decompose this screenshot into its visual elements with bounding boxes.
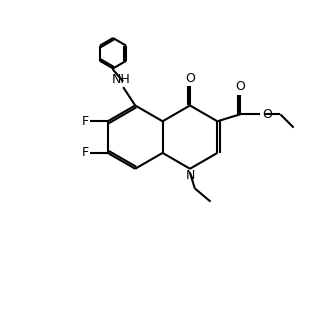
Text: O: O bbox=[185, 72, 195, 85]
Text: O: O bbox=[235, 80, 245, 93]
Text: O: O bbox=[262, 108, 272, 121]
Text: F: F bbox=[81, 146, 89, 159]
Text: NH: NH bbox=[112, 73, 131, 86]
Text: N: N bbox=[185, 169, 195, 182]
Text: F: F bbox=[81, 115, 89, 128]
